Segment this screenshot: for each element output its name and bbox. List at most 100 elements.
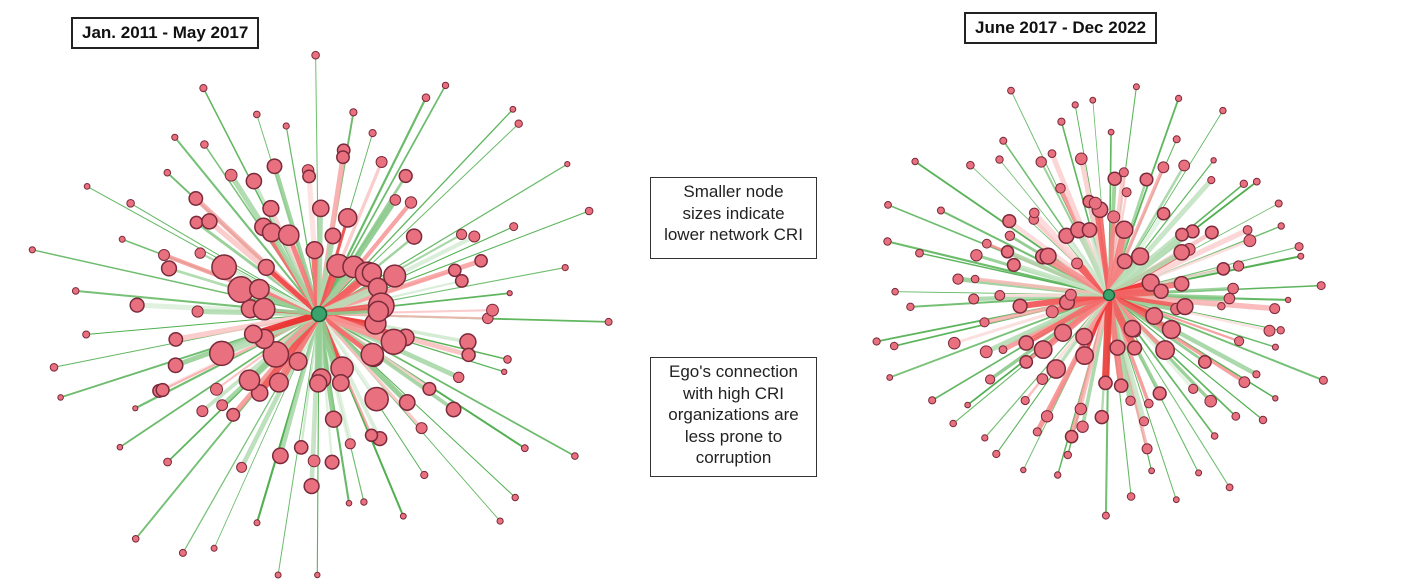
alter-node	[1234, 336, 1245, 347]
alter-node	[1040, 410, 1054, 423]
alter-node	[456, 228, 468, 240]
network-edge	[1024, 292, 1111, 346]
alter-node	[1116, 253, 1133, 270]
alter-node	[200, 140, 209, 149]
alter-node	[453, 371, 465, 383]
alter-node	[277, 224, 300, 247]
alter-node	[116, 443, 124, 451]
network-edge	[317, 310, 396, 346]
alter-node	[360, 498, 368, 506]
alter-node	[1172, 496, 1180, 504]
alter-node	[520, 444, 529, 453]
network-edge	[318, 108, 514, 315]
alter-node	[1153, 283, 1169, 300]
alter-node	[514, 119, 523, 128]
alter-node	[191, 305, 204, 318]
alter-node	[383, 264, 407, 288]
alter-node	[375, 156, 388, 168]
alter-node	[1204, 225, 1219, 240]
alter-node	[936, 206, 945, 215]
node-size-note: Smaller node sizes indicate lower networ…	[650, 177, 817, 259]
alter-node	[196, 405, 209, 418]
alter-node	[994, 290, 1006, 301]
alter-node	[1216, 262, 1231, 276]
alter-node	[360, 342, 385, 367]
alter-node	[1258, 415, 1268, 425]
alter-node	[979, 345, 993, 359]
alter-node	[1217, 302, 1226, 311]
alter-node	[398, 168, 413, 184]
network-edge	[974, 277, 1110, 297]
alter-node	[872, 337, 881, 346]
alter-node	[1126, 340, 1143, 356]
note-line: Ego's connection	[669, 362, 798, 381]
alter-node	[604, 317, 613, 326]
alter-node	[252, 297, 276, 321]
alter-node	[1045, 305, 1059, 319]
alter-node	[253, 519, 261, 527]
alter-node	[1004, 230, 1016, 242]
alter-node	[1239, 179, 1249, 189]
alter-node	[160, 260, 178, 277]
alter-node	[584, 206, 594, 216]
alter-node	[1121, 187, 1132, 198]
network-edge	[173, 136, 320, 315]
alter-node	[236, 461, 248, 473]
alter-node	[1173, 244, 1191, 261]
alter-node	[1002, 213, 1017, 229]
alter-node	[1144, 398, 1154, 409]
alter-node	[422, 381, 437, 396]
alter-node	[949, 419, 958, 428]
alter-node	[1109, 339, 1126, 356]
network-edge	[223, 265, 320, 316]
alter-node	[163, 168, 172, 177]
network-edge	[317, 312, 379, 401]
network-edge	[316, 208, 324, 315]
alter-node	[261, 222, 282, 243]
alter-node	[1098, 375, 1113, 391]
alter-node	[1047, 149, 1057, 159]
alter-node	[302, 169, 317, 184]
alter-node	[1284, 296, 1292, 304]
alter-node	[324, 410, 343, 428]
alter-node	[208, 340, 235, 367]
alter-node	[337, 208, 358, 228]
alter-node	[1018, 335, 1035, 351]
alter-node	[1036, 373, 1049, 386]
alter-node	[404, 196, 418, 209]
network-edge	[264, 265, 321, 316]
alter-node	[1057, 117, 1066, 126]
alter-node	[210, 382, 223, 396]
alter-node	[178, 548, 187, 557]
alter-node	[468, 230, 481, 243]
network-edge	[318, 313, 576, 457]
alter-node	[891, 287, 899, 296]
alter-node	[1046, 359, 1067, 379]
alter-node	[964, 401, 971, 409]
alter-node	[201, 213, 218, 230]
alter-node	[168, 331, 184, 347]
alter-node	[216, 399, 229, 412]
alter-node	[308, 374, 328, 393]
alter-node	[420, 470, 429, 480]
alter-node	[1242, 225, 1253, 235]
alter-node	[1055, 183, 1066, 194]
network-edge	[278, 313, 322, 457]
alter-node	[966, 160, 975, 170]
network-edge	[119, 313, 320, 448]
alter-node	[1107, 210, 1121, 224]
alter-node	[1139, 172, 1154, 187]
alter-node	[83, 183, 91, 190]
left-ego-node	[310, 305, 328, 323]
alter-node	[503, 355, 512, 364]
alter-node	[1125, 395, 1136, 406]
alter-node	[226, 407, 241, 422]
network-edge	[1079, 294, 1111, 410]
alter-node	[282, 122, 290, 130]
network-edge	[1108, 287, 1162, 299]
alter-node	[1204, 394, 1217, 408]
alter-node	[1269, 303, 1281, 315]
alter-node	[1039, 247, 1057, 265]
alter-node	[1175, 227, 1189, 242]
alter-node	[1227, 282, 1239, 295]
